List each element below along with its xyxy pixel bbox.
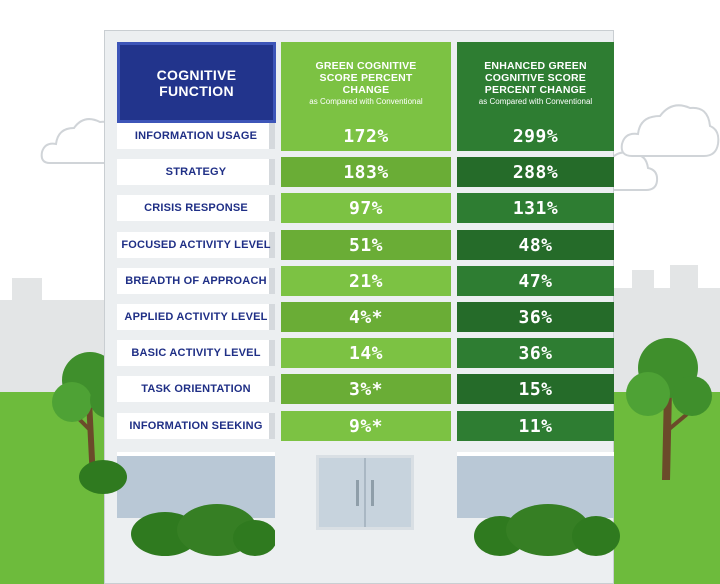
header-enhanced-green-score-subtitle: as Compared with Conventional (478, 96, 593, 106)
header-cognitive-function-title: COGNITIVE FUNCTION (156, 66, 237, 99)
enhanced-score-cell: 299% (457, 121, 614, 151)
tree-icon (626, 338, 712, 480)
row-label: BREADTH OF APPROACH (117, 268, 275, 294)
row-label: BASIC ACTIVITY LEVEL (117, 340, 275, 366)
header-enhanced-green-score-title: ENHANCED GREEN COGNITIVE SCORE PERCENT C… (484, 59, 587, 96)
green-score-cell: 97% (281, 193, 451, 223)
green-score-cell: 183% (281, 157, 451, 187)
door-handle-icon (356, 480, 359, 506)
city-skyline (12, 278, 42, 308)
green-score-cell: 3%* (281, 374, 451, 404)
row-label: CRISIS RESPONSE (117, 195, 275, 221)
enhanced-score-cell: 15% (457, 374, 614, 404)
enhanced-score-cell: 36% (457, 302, 614, 332)
header-enhanced-green-score: ENHANCED GREEN COGNITIVE SCORE PERCENT C… (457, 42, 614, 123)
row-label: STRATEGY (117, 159, 275, 185)
row-label: TASK ORIENTATION (117, 376, 275, 402)
enhanced-score-cell: 36% (457, 338, 614, 368)
row-label: APPLIED ACTIVITY LEVEL (117, 304, 275, 330)
green-score-cell: 51% (281, 230, 451, 260)
header-green-score-title: GREEN COGNITIVE SCORE PERCENT CHANGE (315, 59, 417, 96)
cloud-icon (620, 104, 720, 157)
city-skyline (670, 265, 698, 295)
enhanced-score-cell: 47% (457, 266, 614, 296)
green-score-cell: 14% (281, 338, 451, 368)
bush-icon (474, 504, 620, 556)
header-green-score: GREEN COGNITIVE SCORE PERCENT CHANGE as … (281, 42, 451, 123)
row-label: FOCUSED ACTIVITY LEVEL (117, 232, 275, 258)
window (117, 452, 275, 518)
header-cognitive-function: COGNITIVE FUNCTION (117, 42, 276, 123)
city-skyline (632, 270, 654, 300)
row-label: INFORMATION SEEKING (117, 413, 275, 439)
enhanced-score-cell: 288% (457, 157, 614, 187)
bush-icon (131, 504, 275, 556)
green-score-cell: 21% (281, 266, 451, 296)
door-divider (364, 458, 366, 527)
bush-icon (79, 460, 127, 494)
green-score-cell: 4%* (281, 302, 451, 332)
enhanced-score-cell: 131% (457, 193, 614, 223)
enhanced-score-cell: 48% (457, 230, 614, 260)
green-score-cell: 9%* (281, 411, 451, 441)
row-label: INFORMATION USAGE (117, 123, 275, 149)
header-green-score-subtitle: as Compared with Conventional (309, 96, 423, 106)
green-score-cell: 172% (281, 121, 451, 151)
enhanced-score-cell: 11% (457, 411, 614, 441)
door-handle-icon (371, 480, 374, 506)
